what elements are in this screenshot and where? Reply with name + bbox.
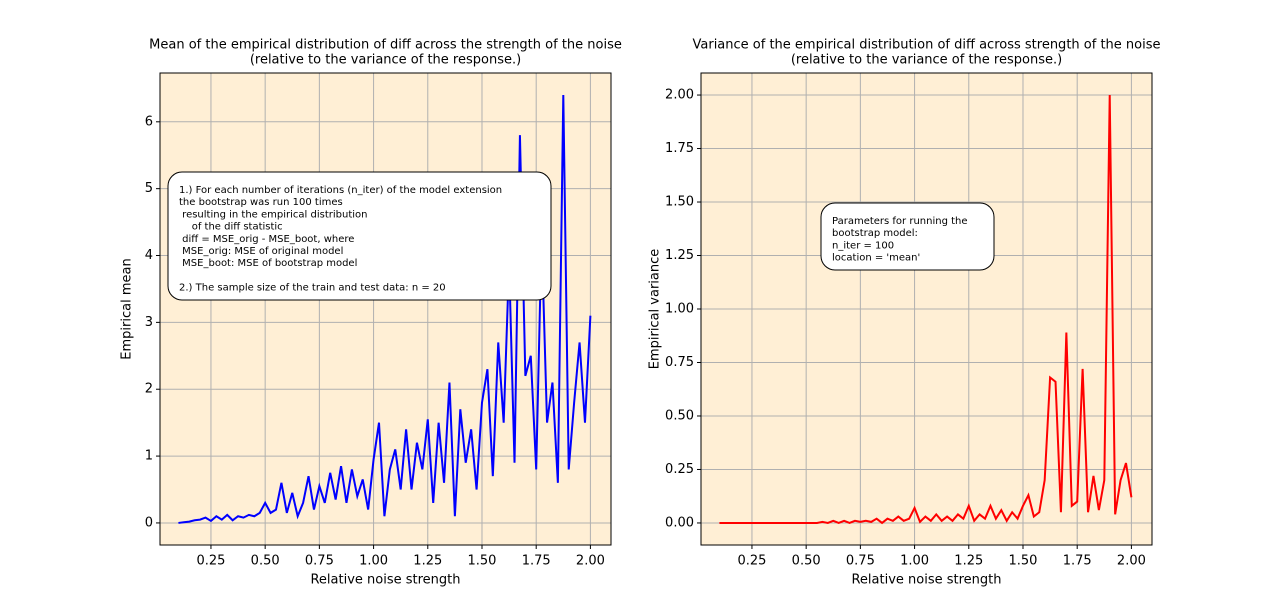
y-tick-label: 1 [145, 449, 153, 464]
annotation-line: diff = MSE_orig - MSE_boot, where [179, 234, 354, 245]
annotation-line: 2.) The sample size of the train and tes… [179, 283, 446, 294]
y-tick-label: 0.25 [665, 462, 694, 477]
x-tick-label: 2.00 [576, 554, 605, 569]
data-line [719, 95, 1133, 525]
x-tick-label: 1.50 [468, 554, 497, 569]
x-tick-label: 1.00 [359, 554, 388, 569]
y-tick-label: 5 [145, 181, 153, 196]
annotation-line: MSE_orig: MSE of original model [179, 246, 343, 257]
chart-title: Mean of the empirical distribution of di… [149, 38, 622, 53]
x-tick-label: 0.25 [737, 554, 766, 569]
x-tick-label: 1.50 [1009, 554, 1038, 569]
y-tick-label: 0 [145, 515, 153, 530]
x-tick-label: 1.75 [1063, 554, 1092, 569]
x-tick-label: 2.00 [1117, 554, 1146, 569]
x-tick-label: 0.50 [251, 554, 280, 569]
annotation-line: n_iter = 100 [832, 240, 894, 251]
x-tick-label: 1.25 [954, 554, 983, 569]
annotation-line: bootstrap model: [832, 228, 918, 239]
annotation-line: location = 'mean' [832, 253, 920, 264]
y-tick-label: 0.50 [665, 408, 694, 423]
annotation-line: the bootstrap was run 100 times [179, 197, 343, 208]
x-tick-label: 1.75 [522, 554, 551, 569]
x-tick-label: 0.25 [196, 554, 225, 569]
y-tick-label: 3 [145, 315, 153, 330]
y-axis-label: Empirical mean [120, 258, 135, 359]
x-axis-label: Relative noise strength [310, 573, 460, 588]
y-tick-label: 1.50 [665, 195, 694, 210]
annotation-line: of the diff statistic [179, 222, 283, 233]
x-tick-label: 0.50 [792, 554, 821, 569]
annotation-box [820, 202, 995, 271]
y-tick-label: 1.25 [665, 248, 694, 263]
x-tick-label: 0.75 [305, 554, 334, 569]
chart-subtitle: (relative to the variance of the respons… [250, 53, 521, 68]
x-tick-label: 1.25 [413, 554, 442, 569]
annotation-box [167, 171, 552, 301]
annotation-line: resulting in the empirical distribution [179, 209, 367, 220]
y-tick-label: 4 [145, 248, 153, 263]
x-tick-label: 1.00 [900, 554, 929, 569]
axes-frame [700, 72, 1153, 546]
axes-frame [159, 72, 612, 546]
x-tick-label: 0.75 [846, 554, 875, 569]
y-axis-label: Empirical variance [648, 249, 663, 370]
x-axis-label: Relative noise strength [851, 573, 1001, 588]
y-tick-label: 2 [145, 382, 153, 397]
y-tick-label: 2.00 [665, 88, 694, 103]
y-tick-label: 0.00 [665, 515, 694, 530]
annotation-line: MSE_boot: MSE of bootstrap model [179, 258, 357, 269]
chart-title: Variance of the empirical distribution o… [693, 38, 1161, 53]
y-tick-label: 1.00 [665, 302, 694, 317]
y-tick-label: 0.75 [665, 355, 694, 370]
annotation-line: Parameters for running the [832, 216, 968, 227]
annotation-line: 1.) For each number of iterations (n_ite… [179, 185, 502, 196]
y-tick-label: 6 [145, 114, 153, 129]
y-tick-label: 1.75 [665, 141, 694, 156]
chart-subtitle: (relative to the variance of the respons… [791, 53, 1062, 68]
